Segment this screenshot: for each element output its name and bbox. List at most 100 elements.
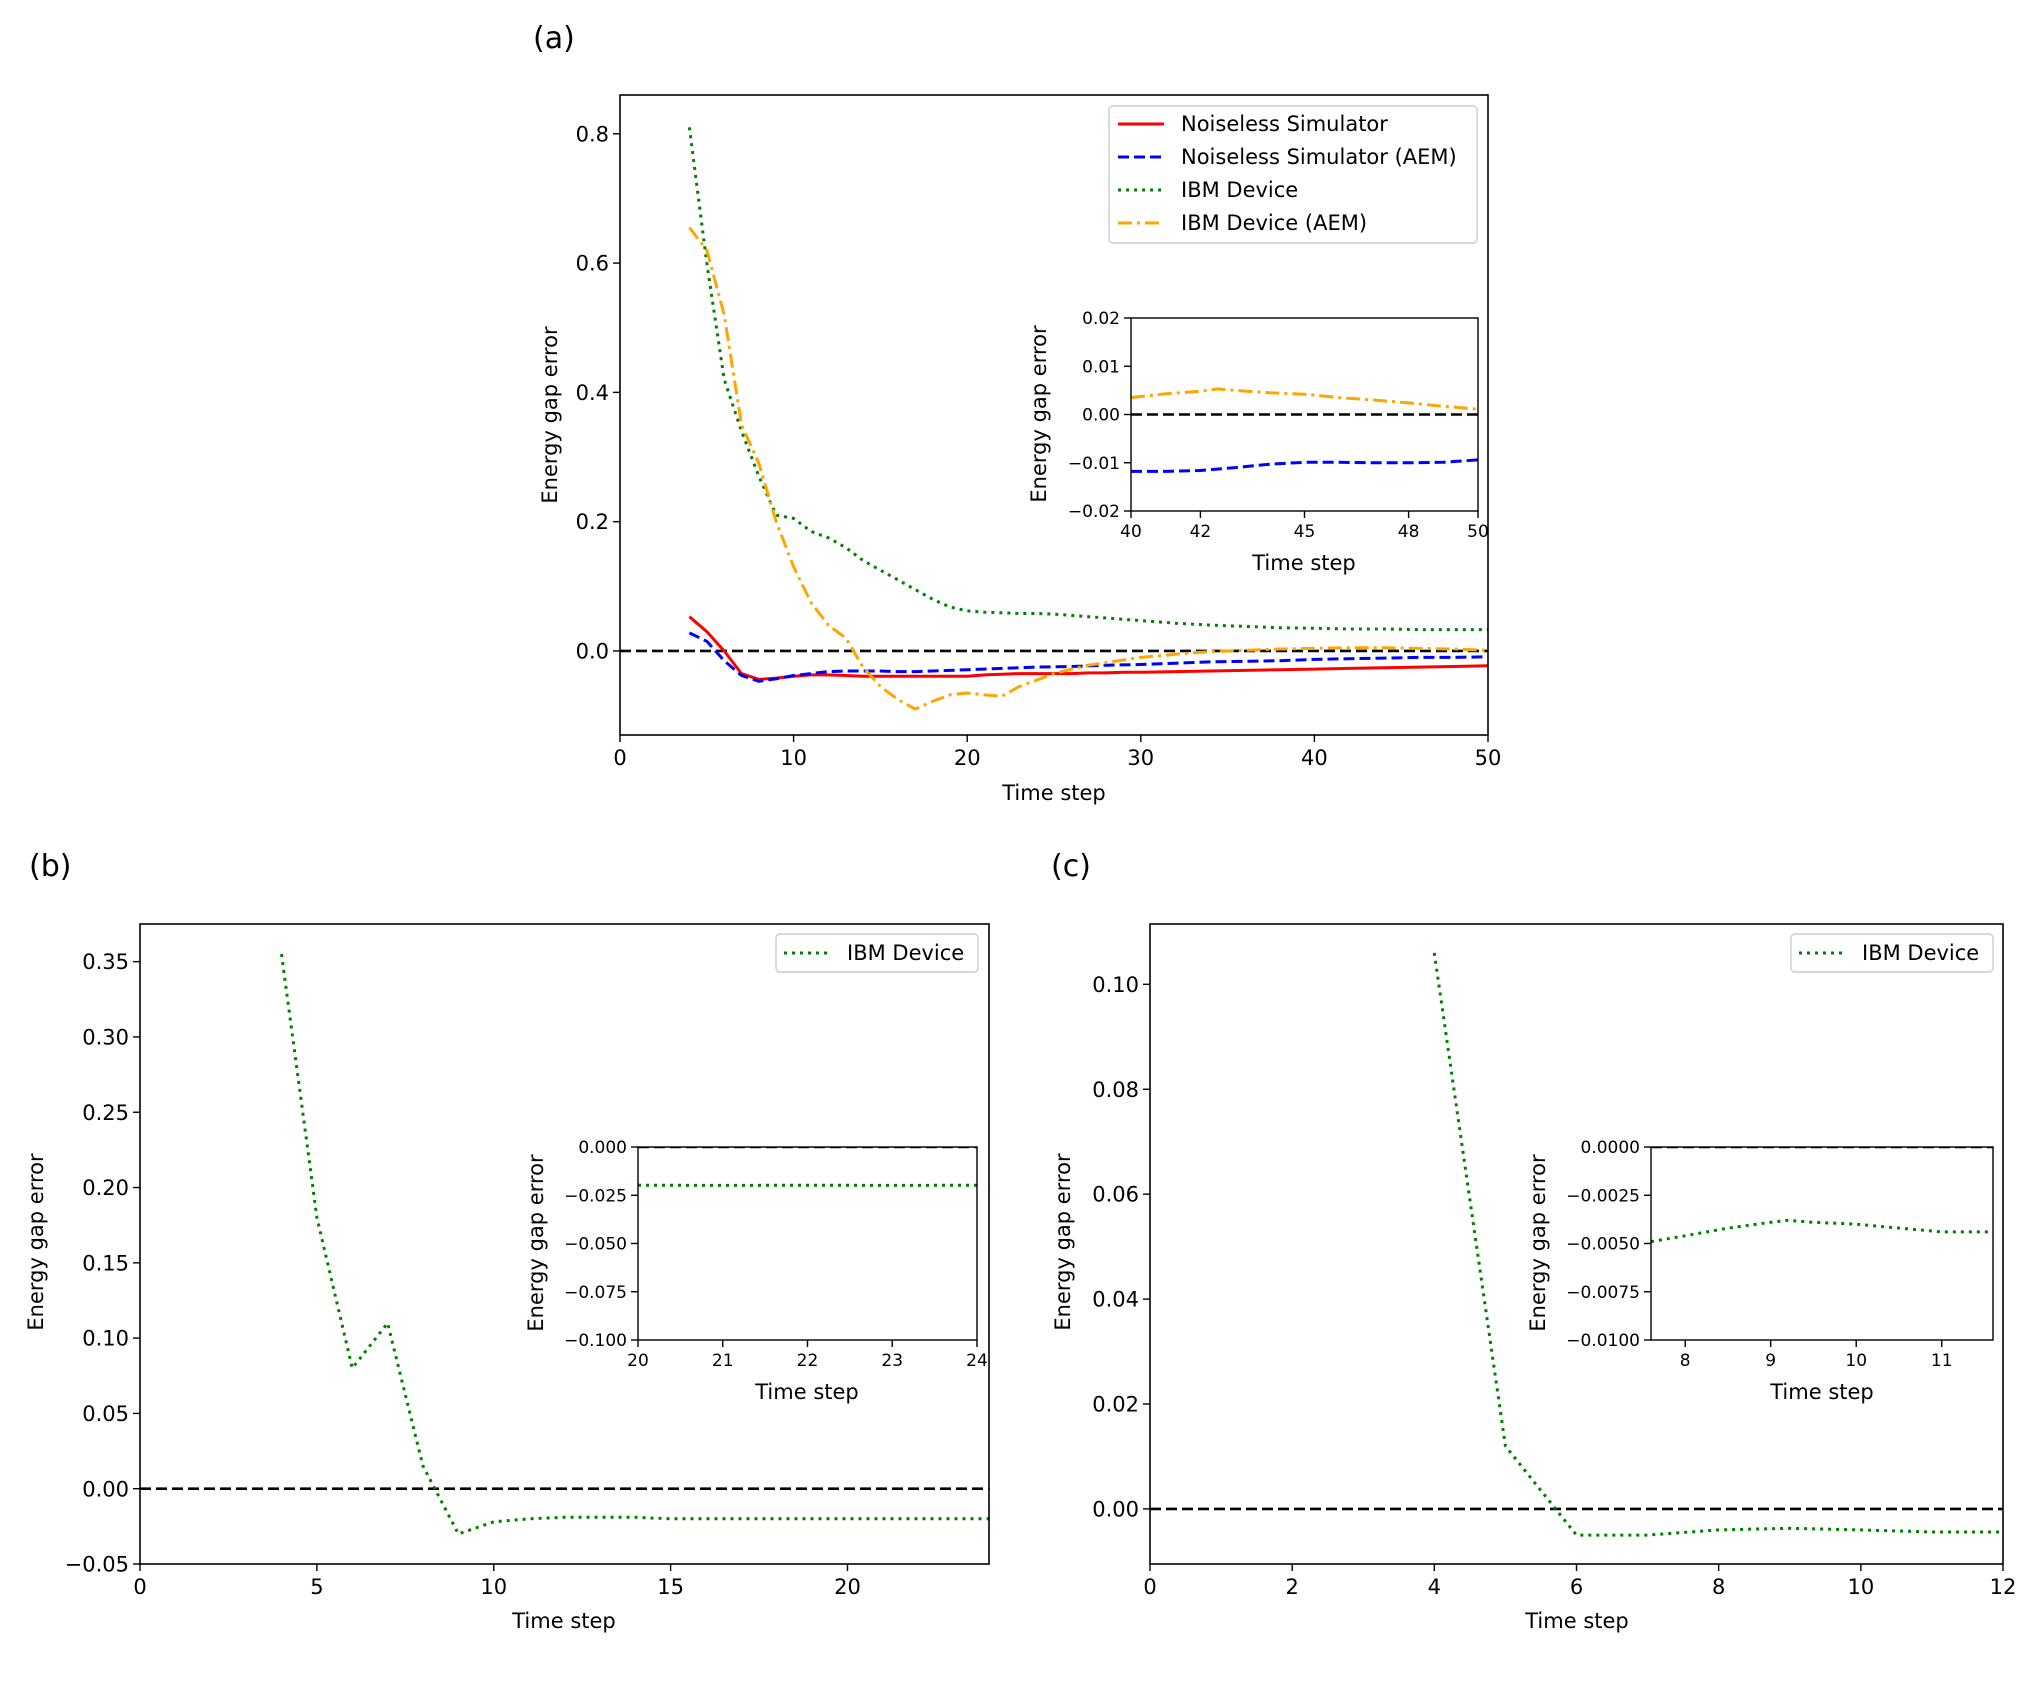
panel-c-main-ytick-label: 0.08 [1092,1078,1139,1102]
panel-a-inset-xlabel: Time step [1251,551,1356,575]
panel-c-inset-xtick-label: 10 [1845,1351,1867,1371]
panel-b-main-ytick-label: 0.20 [82,1176,129,1200]
panel-b-inset-xtick-label: 24 [966,1351,988,1371]
panel-b-main-ytick-label: 0.30 [82,1026,129,1050]
panel-b-inset-xtick-label: 20 [627,1351,649,1371]
panel-c-main-xtick-label: 2 [1285,1575,1298,1599]
panel-b-main-ytick-label: 0.25 [82,1101,129,1125]
panel-c-main-series [1150,952,2003,1537]
panel-b-legend-label-ibm: IBM Device [847,941,964,965]
panel-a-inset-xtick-label: 48 [1398,522,1420,542]
panel-a-inset-xtick-label: 45 [1294,522,1316,542]
panel-a-main-series-ibm-device-aem [688,226,1488,711]
panel-a-main-ytick-label: 0.0 [576,640,609,664]
panel-c-inset-xtick-label: 9 [1765,1351,1776,1371]
panel-a-axes-frame [619,94,1489,736]
panel-a-inset-xtick-label: 40 [1120,522,1142,542]
panel-a-legend-box [1108,105,1478,244]
panel-label-c: (c) [1051,849,1091,884]
panel-c-inset-xtick-label: 8 [1680,1351,1691,1371]
panel-c-main-ytick-label: 0.10 [1092,973,1139,997]
panel-c-inset-ytick-label: 0.0000 [1581,1138,1640,1158]
panel-a-main-series-noiseless-simulator-aem [688,631,1488,683]
panel-c-ylabel: Energy gap error [1051,1153,1075,1331]
panel-b: (b) 0 5 10 15 20 −0.05 0.00 0.05 0.10 0.15 0.20 0.2… [24,849,990,1633]
panel-c-legend-box [1790,933,1994,973]
panel-c-legend: IBM Device [1790,933,1994,973]
panel-a-main-ytick-label: 0.8 [576,122,609,146]
panel-c-main-xtick-label: 8 [1712,1575,1725,1599]
panel-a-main-ytick-label: 0.4 [576,381,609,405]
panel-b-inset: 20 21 22 23 24−0.100−0.075−0.050−0.0250.000 … [524,1138,988,1404]
panel-a-inset-xtick-label: 42 [1190,522,1212,542]
panel-a-main-xtick-label: 20 [954,746,981,770]
panel-a-inset: 40 42 45 48 50 −0.02 −0.01 0.00 0.01 0.02 Time st… [1027,309,1489,575]
panel-c: (c) 0 2 4 6 8 10 12 0.00 0.02 0.04 0.06 0.08 0.10 Ti… [1051,849,2016,1633]
panel-a-inset-ytick-label: 0.02 [1082,309,1120,329]
panel-a-main-ticks: 0 10 20 30 40 50 0.0 0.2 0.4 0.6 0.8 [576,122,1502,770]
panel-c-legend-label-ibm: IBM Device [1862,941,1979,965]
panel-c-inset-ytick-label: −0.0100 [1566,1331,1640,1351]
panel-b-main-xtick-label: 10 [480,1575,507,1599]
panel-a-inset-ytick-label: −0.01 [1068,454,1120,474]
panel-c-main-xtick-label: 0 [1143,1575,1156,1599]
panel-c-main-ytick-label: 0.06 [1092,1183,1139,1207]
panel-b-main-ytick-label: 0.05 [82,1402,129,1426]
panel-c-inset-frame [1650,1146,1994,1341]
panel-a-legend-label-noiseless: Noiseless Simulator [1181,112,1388,136]
panel-b-main-ticks: 0 5 10 15 20 −0.05 0.00 0.05 0.10 0.15 0.20 0.25 0.3… [65,950,861,1599]
panel-a-main-xtick-label: 40 [1301,746,1328,770]
panel-b-main-xtick-label: 0 [133,1575,146,1599]
panel-b-inset-series [638,1147,977,1187]
panel-b-inset-frame [637,1146,978,1341]
panel-a-main-xtick-label: 50 [1475,746,1502,770]
panel-b-xlabel: Time step [511,1609,616,1633]
panel-a-inset-series-ibm-device-aem [1131,387,1478,411]
panel-c-main-ytick-label: 0.04 [1092,1288,1139,1312]
panel-c-inset-ticks: 8 9 10 11 −0.0100 −0.0075 −0.0050 −0.0025 0.0000 [1566,1138,1952,1371]
panel-b-inset-ytick-label: −0.025 [564,1186,627,1206]
panel-b-inset-ytick-label: −0.100 [564,1331,627,1351]
panel-a-inset-series-noiseless-simulator-aem [1131,458,1478,473]
panel-c-inset-xtick-label: 11 [1931,1351,1953,1371]
panel-b-legend: IBM Device [775,933,979,973]
panel-a-main-series [620,127,1488,711]
panel-c-inset: 8 9 10 11 −0.0100 −0.0075 −0.0050 −0.0025 0.0000… [1526,1138,1994,1404]
panel-a-main-ytick-label: 0.2 [576,510,609,534]
panel-c-main-xtick-label: 6 [1570,1575,1583,1599]
panel-b-inset-ytick-label: 0.000 [578,1138,627,1158]
panel-c-main-xtick-label: 4 [1428,1575,1441,1599]
panel-a-main-xtick-label: 30 [1127,746,1154,770]
panel-c-inset-xlabel: Time step [1769,1380,1874,1404]
panel-b-main-xtick-label: 5 [310,1575,323,1599]
panel-a-ylabel: Energy gap error [538,326,562,504]
panel-c-main-series-ibm-device [1432,952,2003,1537]
panel-b-legend-box [775,933,979,973]
panel-label-b: (b) [29,849,71,884]
panel-b-ylabel: Energy gap error [24,1153,48,1331]
panel-c-main-ticks: 0 2 4 6 8 10 12 0.00 0.02 0.04 0.06 0.08 0.10 [1092,973,2016,1599]
panel-c-main-ytick-label: 0.00 [1092,1497,1139,1521]
panel-b-main-ytick-label: 0.10 [82,1327,129,1351]
panel-a-inset-ytick-label: 0.01 [1082,357,1120,377]
panel-b-main-xtick-label: 20 [834,1575,861,1599]
panel-a-main-xtick-label: 10 [780,746,807,770]
panel-b-main-series [140,953,989,1536]
panel-b-inset-xtick-label: 21 [712,1351,734,1371]
panel-a-legend: Noiseless Simulator Noiseless Simulator … [1108,105,1478,244]
panel-b-main-ytick-label: −0.05 [65,1553,129,1577]
panel-a-legend-label-ibm: IBM Device [1181,178,1298,202]
panel-b-main-ytick-label: 0.15 [82,1251,129,1275]
panel-b-inset-xtick-label: 22 [797,1351,819,1371]
panel-a-inset-series [1131,387,1478,473]
panel-c-inset-ytick-label: −0.0075 [1566,1283,1640,1303]
panel-a-inset-ylabel: Energy gap error [1027,325,1051,503]
panel-b-main-series-ibm-device [280,953,989,1536]
panel-a-inset-frame [1130,317,1479,512]
panel-a-inset-ytick-label: −0.02 [1068,502,1120,522]
panel-a-legend-label-noiseless-aem: Noiseless Simulator (AEM) [1181,145,1457,169]
panel-a-main-ytick-label: 0.6 [576,252,609,276]
panel-b-inset-ytick-label: −0.075 [564,1283,627,1303]
panel-a-inset-ytick-label: 0.00 [1082,406,1120,426]
